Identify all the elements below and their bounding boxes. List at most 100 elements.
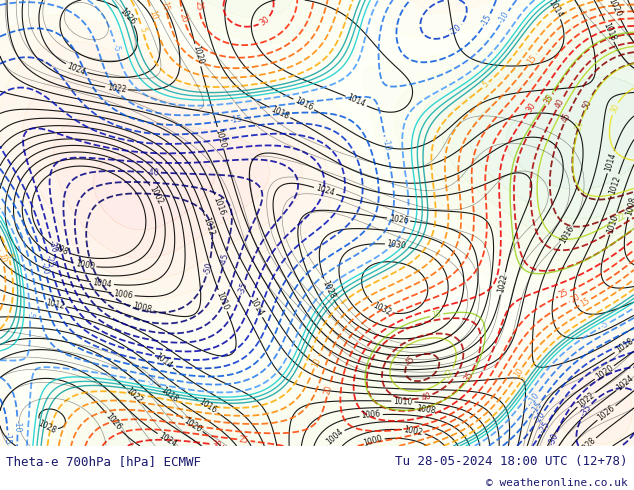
Text: -5: -5 bbox=[600, 319, 611, 331]
Text: 26: 26 bbox=[574, 119, 586, 131]
Text: 25: 25 bbox=[558, 288, 571, 300]
Text: 1018: 1018 bbox=[614, 337, 634, 355]
Text: 1028: 1028 bbox=[320, 279, 336, 300]
Text: 1008: 1008 bbox=[624, 196, 634, 216]
Text: 1026: 1026 bbox=[389, 214, 409, 225]
Text: 20: 20 bbox=[569, 292, 582, 304]
Text: 1012: 1012 bbox=[201, 216, 216, 237]
Text: 1026: 1026 bbox=[596, 403, 617, 422]
Text: 1010: 1010 bbox=[606, 213, 621, 234]
Text: -15: -15 bbox=[530, 399, 544, 415]
Text: -35: -35 bbox=[236, 280, 249, 295]
Text: -10: -10 bbox=[13, 420, 22, 433]
Text: 35: 35 bbox=[543, 94, 555, 106]
Text: 1022: 1022 bbox=[107, 83, 127, 94]
Text: 1004: 1004 bbox=[325, 427, 345, 447]
Text: -10: -10 bbox=[527, 391, 541, 406]
Text: 1020: 1020 bbox=[214, 128, 228, 148]
Text: -30: -30 bbox=[547, 432, 560, 447]
Text: -50: -50 bbox=[202, 261, 214, 275]
Text: 1012: 1012 bbox=[607, 174, 622, 196]
Text: 35: 35 bbox=[462, 370, 475, 383]
Text: 1000: 1000 bbox=[363, 434, 384, 448]
Text: 1006: 1006 bbox=[361, 410, 381, 420]
Text: -5: -5 bbox=[25, 311, 34, 319]
Text: 1014: 1014 bbox=[546, 0, 564, 20]
Text: 15: 15 bbox=[579, 296, 592, 309]
Text: -10: -10 bbox=[380, 138, 392, 151]
Text: -45: -45 bbox=[219, 252, 231, 266]
Text: -30: -30 bbox=[47, 239, 58, 253]
Text: 1018: 1018 bbox=[159, 385, 180, 404]
Text: 30: 30 bbox=[525, 101, 538, 114]
Text: 1016: 1016 bbox=[211, 195, 226, 217]
Text: 1000: 1000 bbox=[75, 259, 95, 271]
Text: -10: -10 bbox=[497, 10, 512, 25]
Text: 18: 18 bbox=[542, 92, 555, 105]
Text: 10: 10 bbox=[311, 356, 323, 368]
Text: 20: 20 bbox=[323, 384, 334, 396]
Text: 30: 30 bbox=[609, 102, 621, 115]
Text: 40: 40 bbox=[420, 391, 432, 402]
Text: 1002: 1002 bbox=[148, 185, 165, 206]
Text: -25: -25 bbox=[538, 420, 552, 435]
Text: 1014: 1014 bbox=[346, 93, 367, 109]
Text: 1030: 1030 bbox=[386, 239, 407, 251]
Text: -15: -15 bbox=[230, 114, 243, 124]
Text: 1020: 1020 bbox=[594, 364, 615, 382]
Text: 1020: 1020 bbox=[191, 45, 205, 66]
Text: 22: 22 bbox=[615, 211, 628, 223]
Text: 1024: 1024 bbox=[615, 374, 634, 393]
Text: 1024: 1024 bbox=[314, 184, 335, 198]
Text: -40: -40 bbox=[146, 168, 159, 177]
Text: 1006: 1006 bbox=[113, 289, 133, 300]
Text: 5: 5 bbox=[518, 374, 528, 383]
Text: 1014: 1014 bbox=[153, 351, 174, 370]
Text: 1024: 1024 bbox=[157, 431, 178, 449]
Text: 1028: 1028 bbox=[36, 418, 57, 435]
Text: 1022: 1022 bbox=[496, 273, 509, 294]
Text: 25: 25 bbox=[194, 1, 204, 11]
Text: 1008: 1008 bbox=[132, 302, 152, 315]
Text: 30: 30 bbox=[258, 14, 271, 27]
Text: 30: 30 bbox=[211, 440, 222, 450]
Text: -15: -15 bbox=[479, 13, 494, 28]
Text: 5: 5 bbox=[4, 253, 13, 260]
Text: 1010: 1010 bbox=[215, 290, 231, 311]
Text: 18: 18 bbox=[431, 310, 443, 320]
Text: Tu 28-05-2024 18:00 UTC (12+78): Tu 28-05-2024 18:00 UTC (12+78) bbox=[395, 455, 628, 468]
Text: -20: -20 bbox=[448, 23, 463, 38]
Text: 1016: 1016 bbox=[197, 397, 218, 416]
Text: 45: 45 bbox=[560, 112, 573, 124]
Text: -5: -5 bbox=[111, 43, 122, 52]
Text: 1018: 1018 bbox=[269, 104, 290, 121]
Text: 40: 40 bbox=[553, 97, 566, 110]
Text: 1014: 1014 bbox=[247, 296, 265, 318]
Text: -5: -5 bbox=[146, 377, 155, 388]
Text: 1032: 1032 bbox=[371, 301, 392, 318]
Text: 1016: 1016 bbox=[293, 96, 314, 113]
Text: 1022: 1022 bbox=[124, 386, 144, 405]
Text: 10: 10 bbox=[147, 9, 158, 21]
Text: -15: -15 bbox=[3, 432, 12, 444]
Text: 22: 22 bbox=[443, 367, 456, 380]
Text: 1024: 1024 bbox=[66, 61, 87, 76]
Text: 1012: 1012 bbox=[45, 298, 65, 311]
Text: -35: -35 bbox=[579, 402, 593, 418]
Text: 1022: 1022 bbox=[576, 390, 597, 409]
Text: 15: 15 bbox=[160, 0, 171, 12]
Text: 1010: 1010 bbox=[393, 396, 413, 406]
Text: -20: -20 bbox=[39, 261, 51, 275]
Text: 1020: 1020 bbox=[607, 0, 623, 18]
Text: 1014: 1014 bbox=[604, 151, 618, 172]
Text: 20: 20 bbox=[178, 12, 189, 24]
Text: 1002: 1002 bbox=[403, 425, 424, 437]
Text: 1016: 1016 bbox=[558, 223, 576, 245]
Text: 1008: 1008 bbox=[416, 404, 436, 416]
Text: 5: 5 bbox=[481, 80, 490, 90]
Text: 50: 50 bbox=[581, 98, 593, 111]
Text: 5: 5 bbox=[138, 26, 147, 33]
Text: 15: 15 bbox=[526, 53, 539, 66]
Text: 25: 25 bbox=[238, 435, 249, 445]
Text: -25: -25 bbox=[44, 254, 56, 268]
